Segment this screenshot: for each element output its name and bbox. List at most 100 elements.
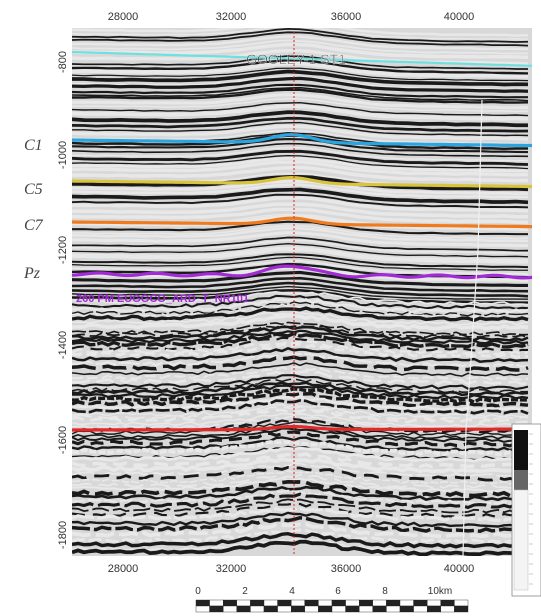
seismic-reflector [72,421,529,437]
seismic-reflector [72,452,529,469]
seismic-reflector [72,522,529,539]
seismic-reflector [72,415,529,431]
seismic-reflector [72,362,529,377]
seismic-reflector [72,465,529,482]
scale-bar-segment [359,605,374,613]
horizon-line [72,425,532,432]
seismic-reflector [72,511,529,528]
scale-bar-segment [195,599,210,607]
scale-bar-segment [304,599,319,607]
seismic-reflector [72,473,529,489]
x-tick-bottom: 40000 [444,563,475,575]
seismic-reflector [72,436,529,453]
x-tick-top: 32000 [216,11,247,23]
scale-bar-segment [236,605,251,613]
seismic-reflector [72,236,529,252]
scale-bar-segment [304,605,319,613]
scale-bar-segment [209,599,224,607]
y-tick: -1600 [57,426,69,454]
seismic-reflector [72,86,529,102]
seismic-reflector [72,231,529,248]
seismic-reflector [72,506,529,522]
seismic-reflector [72,355,529,372]
seismic-reflector [72,336,528,353]
seismic-reflector [72,502,529,519]
seismic-reflector [72,69,529,87]
seismic-reflector [72,220,528,236]
seismic-reflector [72,196,529,213]
legend-gradient-light [513,489,529,591]
horizon-label-c1: C1 [24,137,43,154]
scale-bar-segment [454,605,469,613]
seismic-reflector [72,485,529,502]
seismic-reflector [72,531,529,549]
seismic-reflector [72,121,529,137]
seismic-reflector [72,35,528,51]
legend-gradient-dark [514,430,528,470]
scale-bar-segment [345,605,360,613]
scale-bar-segment [399,599,414,607]
seismic-reflector [72,457,529,474]
seismic-reflector [72,477,529,493]
scale-bar-segment [345,599,360,607]
scale-tick: 0 [195,586,201,597]
seismic-reflector [72,116,529,133]
seismic-reflector [72,187,529,205]
seismic-reflector [72,399,529,415]
y-tick: -1000 [57,141,69,169]
scale-bar-segment [209,605,224,613]
seismic-reflector [72,214,529,231]
seismic-reflector [72,146,529,162]
scale-bar-segment [222,599,237,607]
horizon-line [72,264,532,280]
scale-tick: 8 [382,586,388,597]
seismic-reflector [72,247,529,264]
seismic-reflector [72,88,529,104]
seismic-reflector [72,538,529,554]
scale-bar-segment [440,605,455,613]
seismic-reflector [72,301,529,317]
x-tick-top: 36000 [331,11,362,23]
seismic-reflector [72,76,529,93]
seismic-reflector [72,154,529,170]
scale-bar-segment [222,605,237,613]
seismic-reflector [72,246,529,261]
x-tick-bottom: 28000 [108,563,139,575]
horizon-line [72,50,532,67]
seismic-reflector [72,346,529,363]
seismic-reflector [72,405,529,421]
horizon-label-c7: C7 [24,217,44,234]
seismic-reflector [72,58,529,75]
y-tick: -1800 [57,521,69,549]
seismic-reflector [72,281,529,298]
seismic-reflector [72,325,529,342]
scale-bar-segment [318,599,333,607]
x-tick-bottom: 32000 [216,563,247,575]
seismic-reflector [72,28,529,40]
scale-tick: 4 [289,586,295,597]
seismic-reflector [72,412,529,428]
seismic-reflector [72,498,529,515]
horizon-line [72,132,532,148]
scale-tick: 2 [242,586,248,597]
seismic-reflector [72,294,529,310]
seismic-reflector [72,539,529,556]
seismic-reflector [72,165,529,183]
seismic-reflector [72,142,529,158]
scale-bar: 0 2 4 6 8 10km [195,586,469,613]
scale-tick: 10km [428,586,452,597]
seismic-reflector [72,427,529,443]
seismic-reflector [72,207,529,224]
seismic-reflector [72,290,529,306]
scale-bar-segment [250,599,265,607]
seismic-reflector [72,243,529,258]
seismic-reflector [72,124,529,141]
seismic-reflector [72,303,529,319]
seismic-reflector [72,440,529,457]
scale-bar-segment [427,605,442,613]
seismic-reflector [72,395,529,412]
seismic-reflector [72,138,529,154]
scale-bar-segment [250,605,265,613]
seismic-reflector [72,130,528,145]
